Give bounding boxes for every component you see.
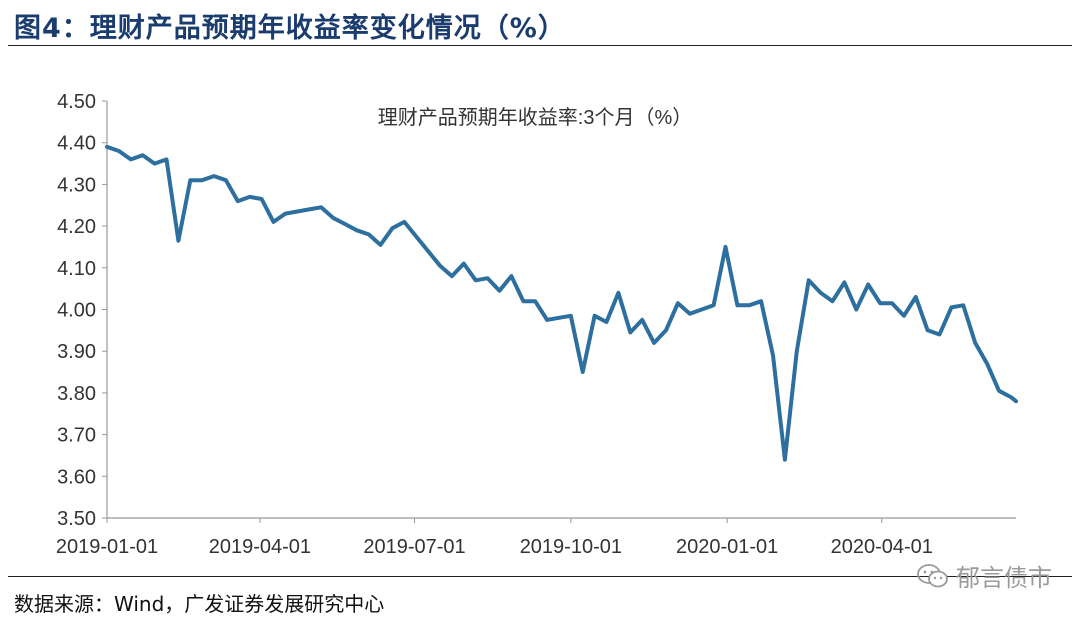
y-tick-label: 3.70 <box>57 425 96 447</box>
y-tick-label: 3.50 <box>57 508 96 530</box>
x-axis-ticks: 2019-01-01 2019-04-01 2019-07-01 2019-10-01… <box>56 518 933 558</box>
x-tick-label: 2019-04-01 <box>209 536 311 558</box>
watermark: 郁言债市 <box>916 558 1052 593</box>
chart-axes <box>106 101 1016 519</box>
y-tick-label: 4.00 <box>57 300 96 322</box>
line-chart: 4.50 4.40 4.30 4.20 4.10 4.00 3.90 3.80 3.70 3.60… <box>56 91 1018 558</box>
top-divider <box>8 45 1072 46</box>
series-line-0 <box>105 144 1018 462</box>
y-tick-label: 3.90 <box>57 341 96 363</box>
y-axis-ticks: 4.50 4.40 4.30 4.20 4.10 4.00 3.90 3.80 3.70 3.60… <box>57 91 107 530</box>
x-tick-label: 2019-01-01 <box>56 536 158 558</box>
series-group <box>105 144 1018 462</box>
watermark-text: 郁言债市 <box>956 564 1052 592</box>
data-source-note: 数据来源：Wind，广发证券发展研究中心 <box>14 592 385 616</box>
x-tick-label: 2019-10-01 <box>520 536 622 558</box>
y-tick-label: 4.30 <box>57 174 96 196</box>
wechat-icon <box>917 563 948 587</box>
y-tick-label: 3.80 <box>57 383 96 405</box>
y-tick-label: 4.10 <box>57 258 96 280</box>
bottom-divider <box>8 576 1072 577</box>
y-tick-label: 3.60 <box>57 466 96 488</box>
figure-title: 图4：理财产品预期年收益率变化情况（%） <box>14 13 566 44</box>
y-tick-label: 4.20 <box>57 216 96 238</box>
chart-series-title: 理财产品预期年收益率:3个月（%） <box>378 106 692 129</box>
y-tick-label: 4.40 <box>57 133 96 155</box>
x-tick-label: 2019-07-01 <box>363 536 465 558</box>
y-tick-label: 4.50 <box>57 91 96 113</box>
x-tick-label: 2020-01-01 <box>676 536 778 558</box>
x-tick-label: 2020-04-01 <box>831 536 933 558</box>
